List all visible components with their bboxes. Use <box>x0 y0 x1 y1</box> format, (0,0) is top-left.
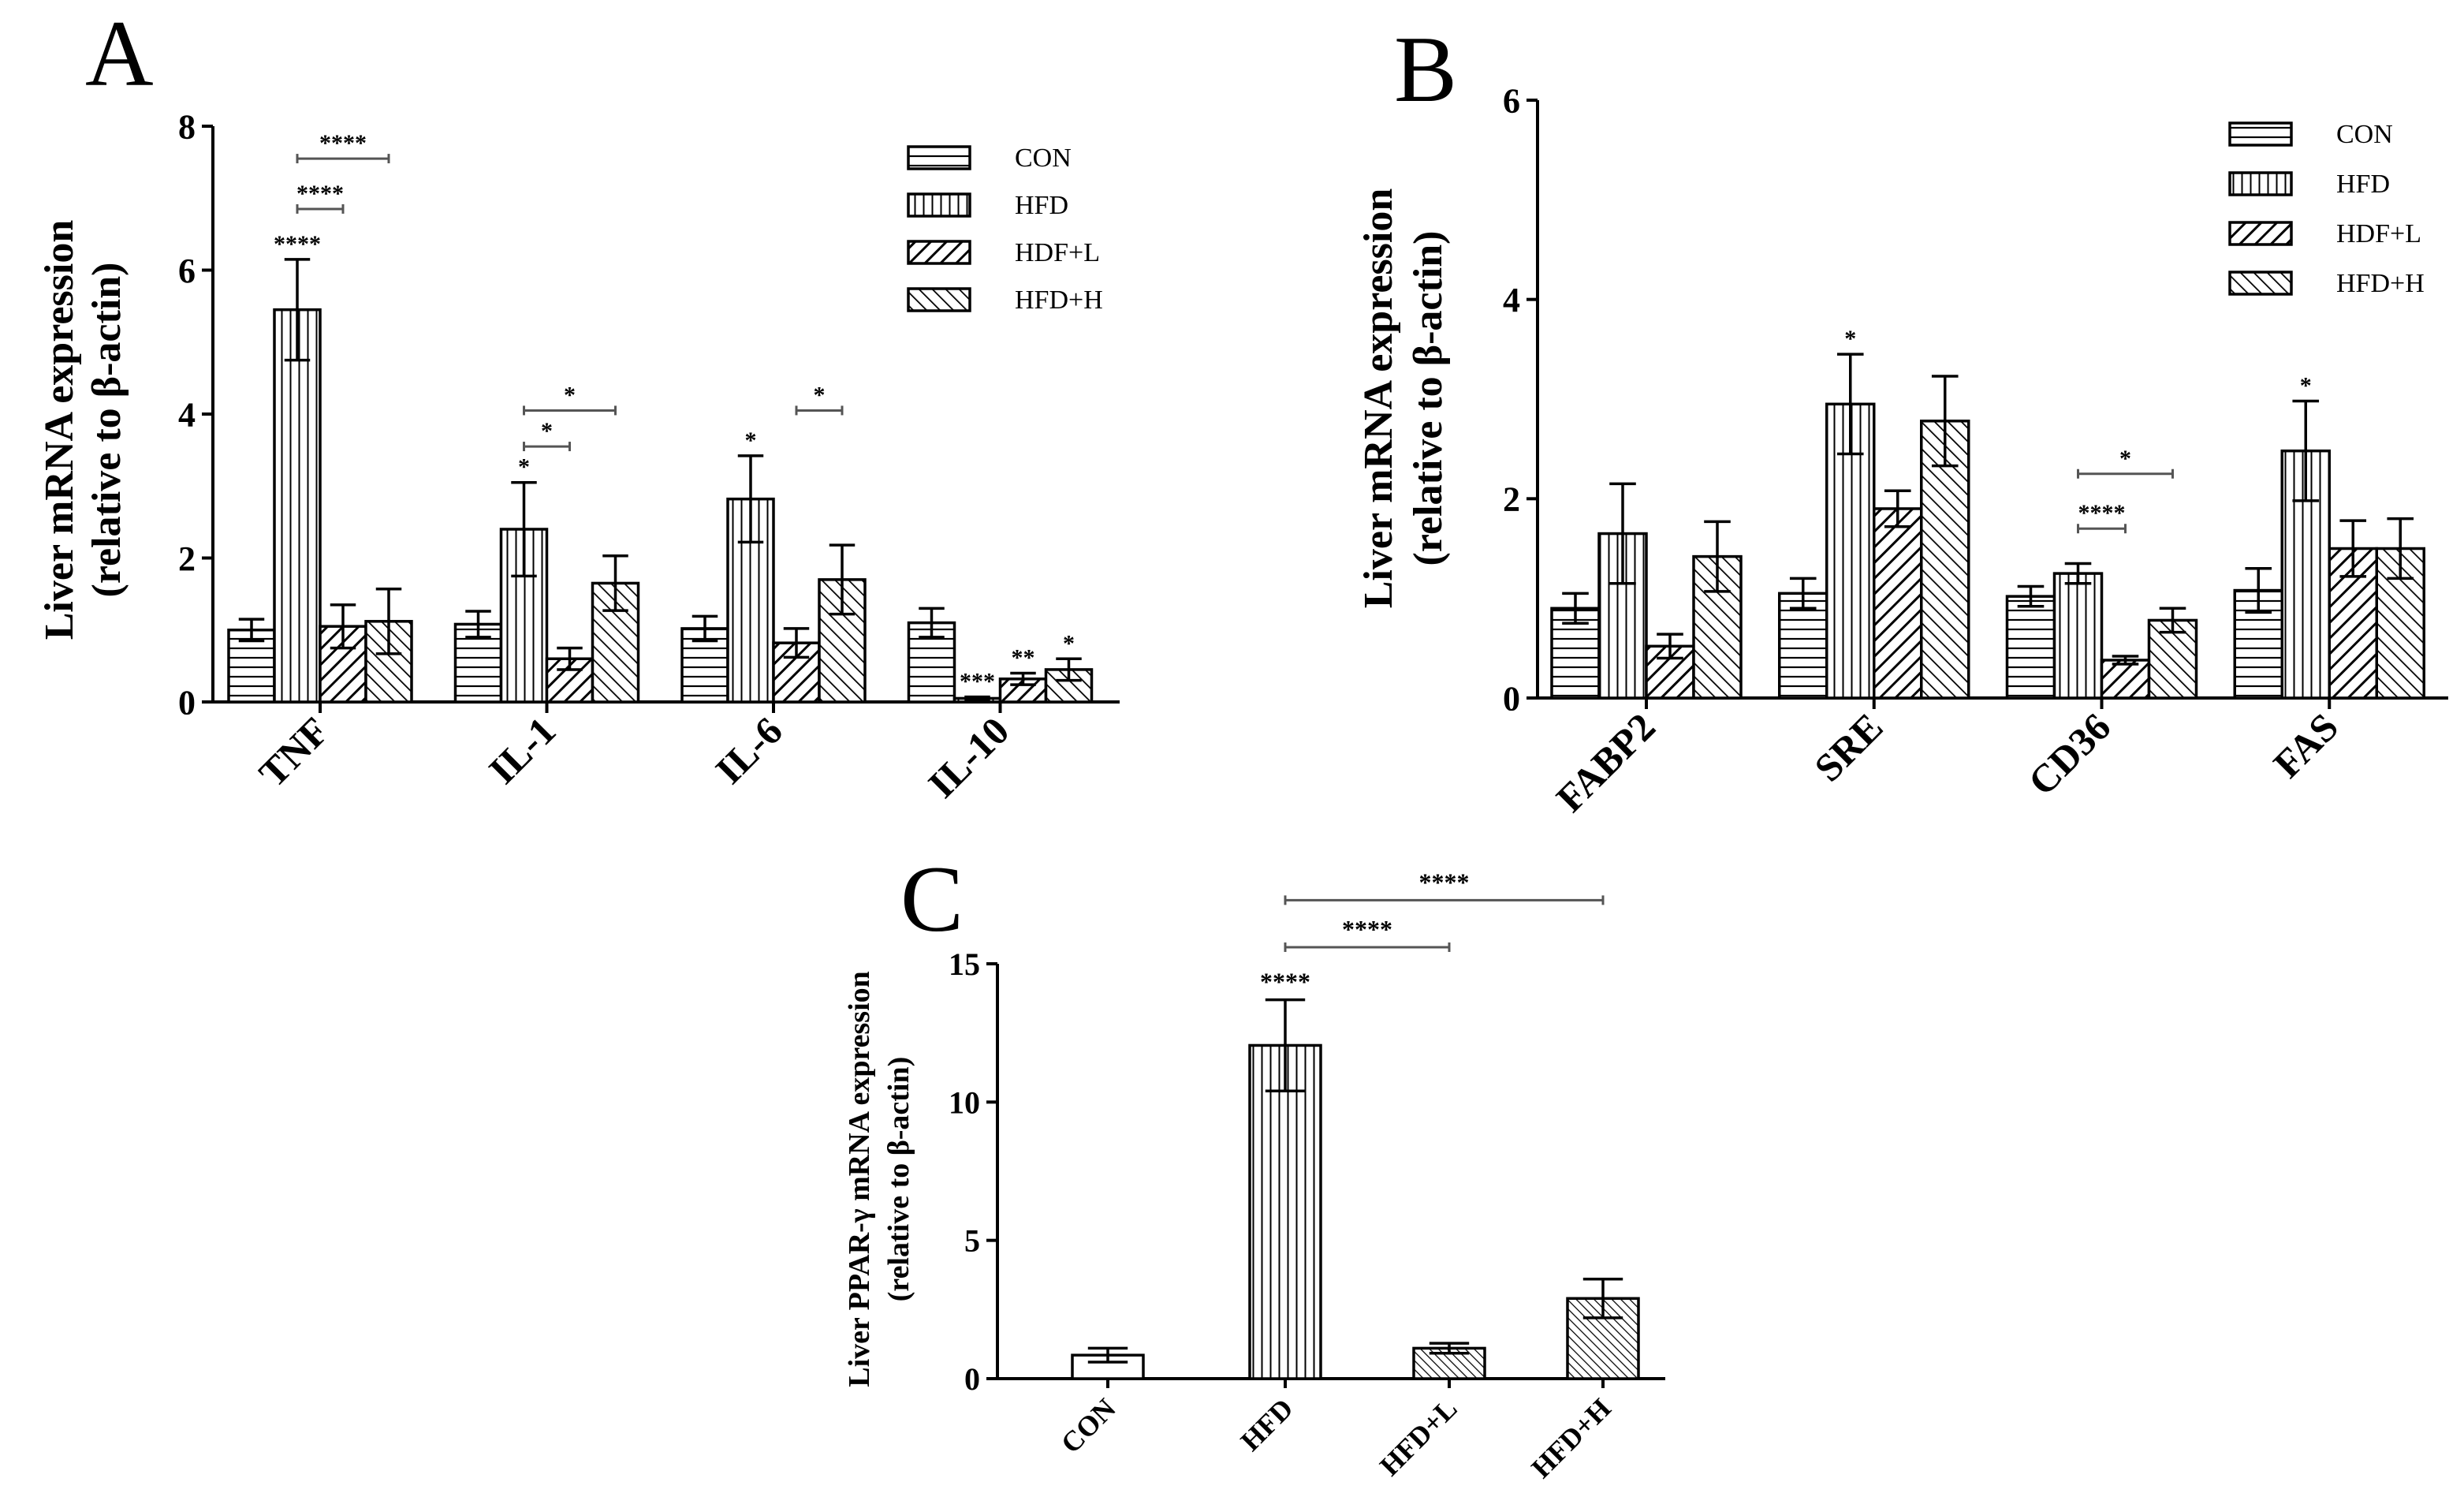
panel-label-a: A <box>85 1 154 106</box>
panel-a-legend-swatch-hfd+h <box>907 287 971 312</box>
panel-c-ytick-label-0: 0 <box>964 1361 980 1397</box>
panel-c-ytick-label-1: 5 <box>964 1223 980 1259</box>
panel-b-ytick-label-3: 6 <box>1503 81 1520 120</box>
panel-c-ytick-label-3: 15 <box>949 946 980 982</box>
panel-a-ylabel-line2: (relative to β-actin) <box>84 263 129 598</box>
panel-c-ytick-label-2: 10 <box>949 1084 980 1120</box>
panel-c-ylabel-line1: Liver PPAR-γ mRNA expression <box>843 971 876 1387</box>
panel-a-legend-swatch-con <box>907 145 971 170</box>
panel-a-legend-label-hfd+h: HFD+H <box>1015 286 1103 315</box>
chart-panel-c: Liver PPAR-γ mRNA expression (relative t… <box>843 868 1665 1484</box>
panel-c-category-label-0: CON <box>1055 1392 1122 1459</box>
panel-a-significance-star-2: * <box>745 427 757 454</box>
panel-b-legend-swatch-hfd+h <box>2228 271 2293 296</box>
panel-a-bracket-2-label: * <box>564 382 576 408</box>
panel-c-category-label-2: HFD+L <box>1374 1392 1463 1482</box>
panel-b-ytick-label-1: 2 <box>1503 480 1520 519</box>
chart-panel-b: Liver mRNA expression (relative to β-act… <box>1356 81 2448 820</box>
panel-a-legend-label-con: CON <box>1015 144 1072 173</box>
panel-b-legend-label-hdf+l: HDF+L <box>2336 219 2421 248</box>
panel-a-bracket-0-label: **** <box>319 130 367 156</box>
panel-a-ytick-label-0: 0 <box>178 683 196 722</box>
panel-b-ylabel-line2: (relative to β-actin) <box>1406 231 1451 566</box>
panel-a-bracket-1-label: **** <box>296 181 344 207</box>
chart-panel-a: Liver mRNA expression (relative to β-act… <box>37 107 1120 806</box>
panel-a-significance-star-5: * <box>1063 630 1075 656</box>
panel-c-bracket-0-label: **** <box>1419 868 1470 896</box>
panel-a-category-label-0: TNF <box>250 708 337 795</box>
panel-b-bar-cd36-hfd <box>2052 572 2104 700</box>
panel-a-ytick-label-2: 4 <box>178 395 196 434</box>
panel-a-bracket-4-label: * <box>814 382 826 408</box>
panel-c-bar-hfd <box>1248 1043 1322 1380</box>
panel-label-c: C <box>900 846 964 951</box>
panel-a-significance-star-0: **** <box>274 231 321 257</box>
panel-c-ylabel-line2: (relative to β-actin) <box>882 1057 915 1302</box>
panel-b-significance-star-0: * <box>1844 326 1856 352</box>
panel-a-category-label-2: IL-6 <box>706 708 790 792</box>
panel-b-significance-star-1: * <box>2300 373 2312 399</box>
panel-a-ytick-label-4: 8 <box>178 107 196 146</box>
panel-a-bar-tnf-hfd <box>273 308 322 704</box>
panel-b-ylabel-line1: Liver mRNA expression <box>1356 188 1401 609</box>
panel-b-category-label-1: SRE <box>1806 704 1891 789</box>
panel-b-ytick-label-0: 0 <box>1503 679 1520 718</box>
panel-b-category-label-0: FABP2 <box>1548 704 1664 820</box>
panel-a-legend-label-hdf+l: HDF+L <box>1015 238 1100 267</box>
panel-b-category-label-2: CD36 <box>2019 704 2119 804</box>
panel-a-significance-star-3: *** <box>960 669 995 695</box>
panel-b-ytick-label-2: 4 <box>1503 281 1520 319</box>
panel-b-legend-swatch-hdf+l <box>2228 221 2293 246</box>
panel-b-bar-cd36-hdf+l <box>2100 659 2151 700</box>
panel-a-ytick-label-1: 2 <box>178 539 196 578</box>
panel-c-category-label-1: HFD <box>1235 1392 1299 1457</box>
panel-a-category-label-3: IL-10 <box>919 708 1017 806</box>
panel-b-legend-label-con: CON <box>2336 120 2393 149</box>
panel-a-legend-label-hfd: HFD <box>1015 191 1068 220</box>
panel-b-bar-sre-hdf+l <box>1873 507 1923 700</box>
panel-a-bracket-3-label: * <box>541 418 553 444</box>
panel-b-legend-swatch-hfd <box>2228 171 2293 196</box>
panel-b-legend-label-hfd: HFD <box>2336 170 2390 199</box>
panel-a-category-label-1: IL-1 <box>480 708 564 792</box>
panel-a-ylabel-line1: Liver mRNA expression <box>37 220 82 640</box>
panel-a-legend-swatch-hfd <box>907 192 971 218</box>
panel-b-category-label-3: FAS <box>2265 704 2347 786</box>
panel-b-legend-label-hfd+h: HFD+H <box>2336 269 2425 298</box>
panel-label-b: B <box>1394 17 1457 121</box>
panel-b-bar-fas-con <box>2233 588 2283 700</box>
panel-a-ytick-label-3: 6 <box>178 252 196 290</box>
panel-a-bar-il-10-hfd+h <box>1044 668 1094 704</box>
panel-a-legend-swatch-hdf+l <box>907 240 971 265</box>
panel-a-significance-star-1: * <box>518 454 530 480</box>
panel-a-significance-star-4: ** <box>1012 645 1035 671</box>
panel-b-legend-swatch-con <box>2228 121 2293 147</box>
panel-c-category-label-3: HFD+H <box>1525 1392 1616 1484</box>
panel-c-significance-star-0: **** <box>1260 968 1310 996</box>
panel-b-bar-cd36-con <box>2005 595 2056 700</box>
panel-c-bracket-1-label: **** <box>1342 915 1392 943</box>
panel-b-bracket-0-label: * <box>2119 446 2131 472</box>
panel-b-bracket-1-label: **** <box>2078 500 2126 526</box>
